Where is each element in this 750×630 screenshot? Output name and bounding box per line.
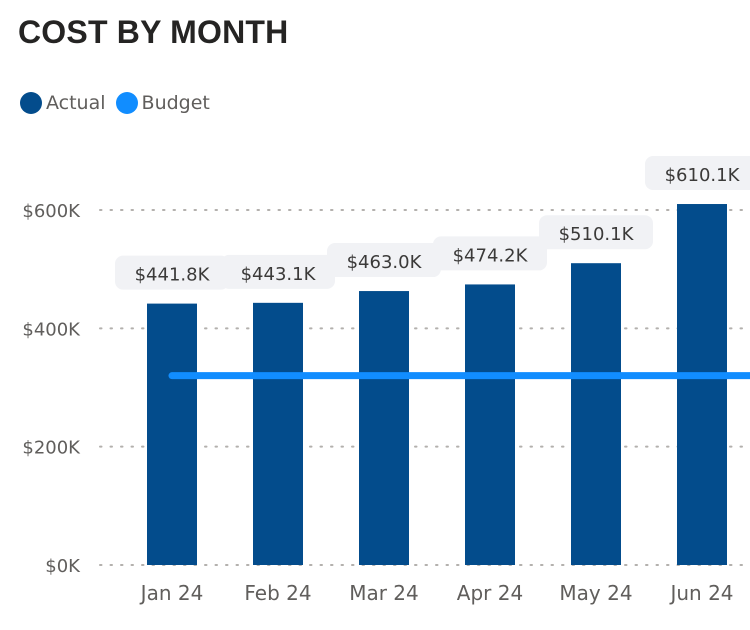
data-label-bg [433,236,547,271]
data-label: $474.2K [453,245,529,266]
x-tick-label: Apr 24 [457,581,523,605]
legend-label-budget: Budget [141,92,210,114]
y-tick-label: $600K [22,201,81,222]
bar-actual [359,291,409,565]
bar-actual [677,204,727,565]
bar-actual [465,284,515,565]
legend-swatch-budget [115,92,138,114]
data-label: $510.1K [559,224,635,245]
data-label-bg [115,255,229,290]
x-tick-label: May 24 [559,581,632,605]
legend-item-budget[interactable]: Budget [115,92,210,114]
chart-title: COST BY MONTH [18,14,289,50]
x-tick-label: Jun 24 [668,581,733,605]
legend-item-actual[interactable]: Actual [20,92,106,114]
bar-actual [253,302,303,565]
legend-label-actual: Actual [46,92,106,114]
data-label: $610.1K [665,165,741,186]
data-label-bg [645,156,750,191]
y-tick-label: $400K [22,319,81,340]
bar-actual [147,303,197,565]
legend: Actual Budget [20,90,210,116]
bar-actual [571,263,621,565]
data-label-bg [327,243,441,278]
data-label: $463.0K [347,252,423,273]
data-label-bg [221,254,335,289]
x-tick-label: Mar 24 [349,581,419,605]
data-label-bg [539,215,653,250]
data-label: $443.1K [241,264,317,285]
legend-swatch-actual [20,92,42,114]
x-tick-label: Feb 24 [244,581,311,605]
y-tick-label: $0K [45,556,81,577]
x-tick-label: Jan 24 [139,581,204,605]
y-tick-label: $200K [22,438,81,459]
data-label: $441.8K [135,265,211,286]
